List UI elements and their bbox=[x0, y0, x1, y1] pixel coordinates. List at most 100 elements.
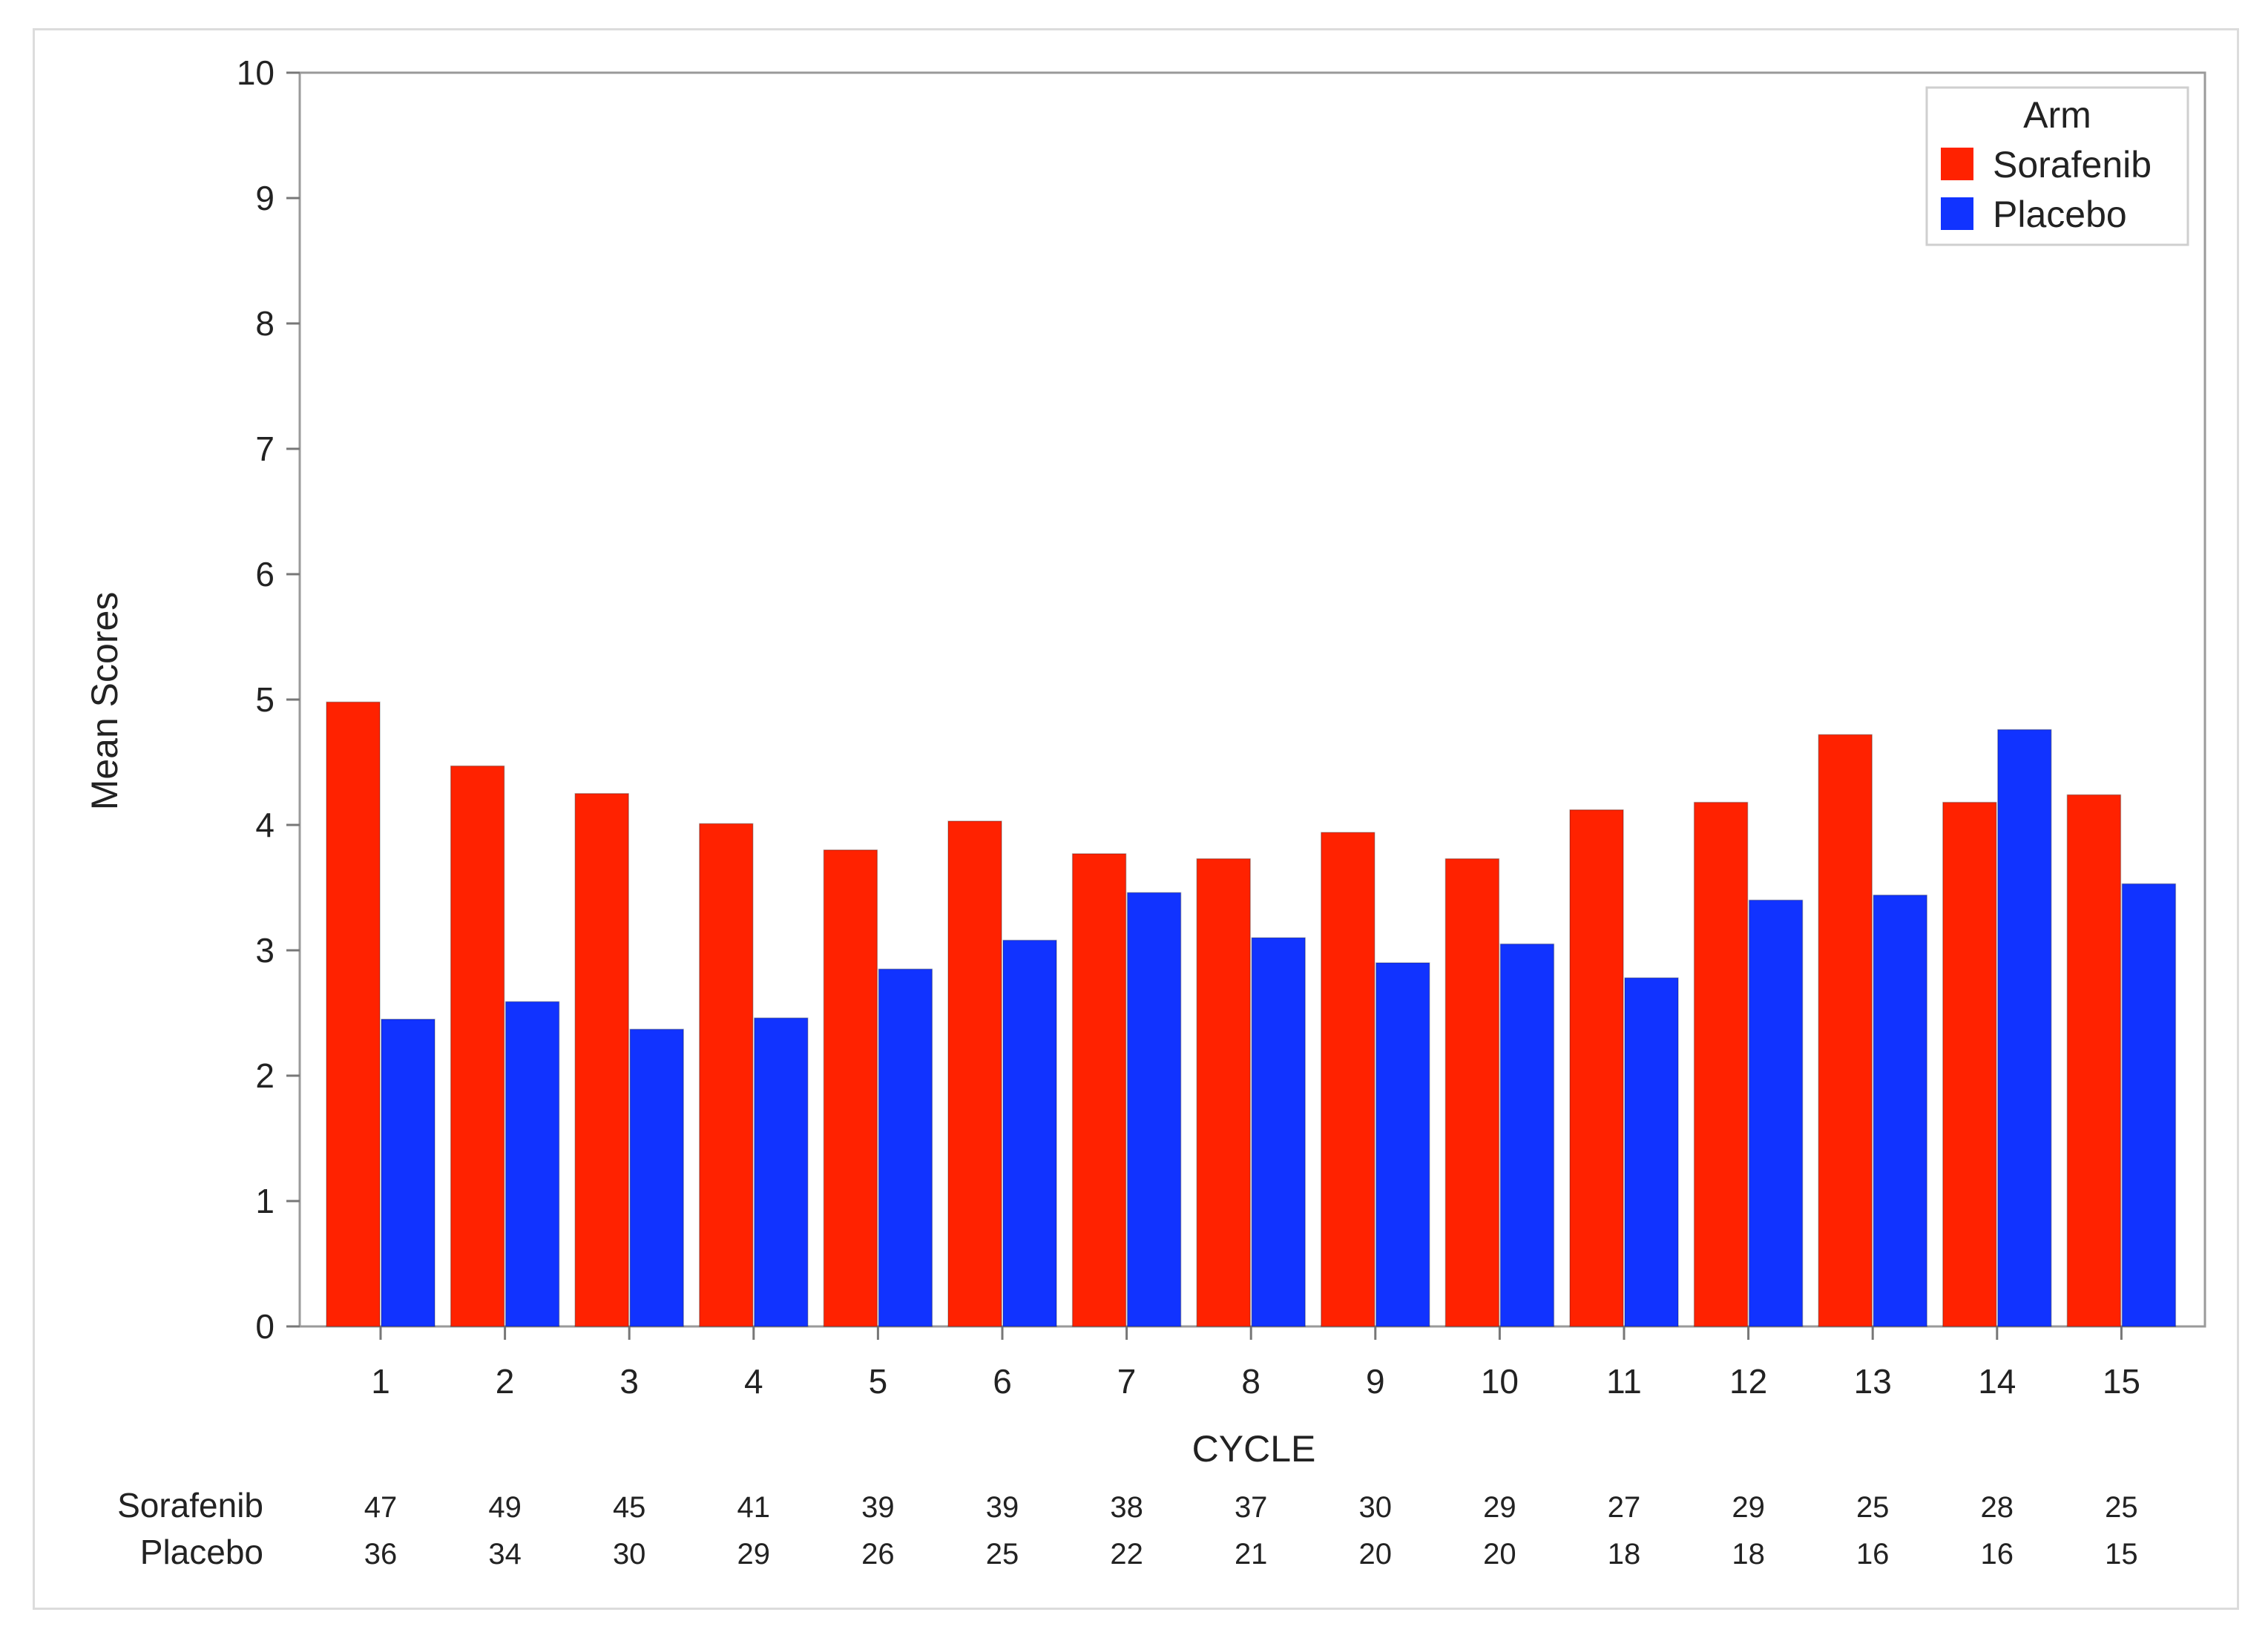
chart-frame bbox=[33, 28, 2239, 1610]
bar-sorafenib-cycle-3 bbox=[574, 793, 629, 1327]
bar-placebo-cycle-10 bbox=[1499, 943, 1555, 1327]
bar-placebo-cycle-8 bbox=[1251, 937, 1306, 1327]
x-tick-label: 4 bbox=[744, 1362, 763, 1401]
bar-sorafenib-cycle-2 bbox=[450, 765, 505, 1327]
bar-sorafenib-cycle-9 bbox=[1321, 832, 1375, 1327]
y-tick-label: 0 bbox=[255, 1307, 275, 1346]
bar-sorafenib-cycle-13 bbox=[1818, 734, 1873, 1327]
bar-placebo-cycle-9 bbox=[1375, 962, 1430, 1327]
x-tick-label: 10 bbox=[1481, 1362, 1519, 1401]
y-tick-label: 4 bbox=[255, 806, 275, 844]
bar-placebo-cycle-2 bbox=[504, 1001, 560, 1327]
bar-placebo-cycle-4 bbox=[754, 1017, 809, 1327]
x-axis-label: CYCLE bbox=[1192, 1428, 1316, 1470]
x-tick-label: 6 bbox=[993, 1362, 1012, 1401]
y-tick-label: 7 bbox=[255, 430, 275, 468]
risk-table: Sorafenib 47 49 45 41 39 39 38 37 30 29 27 29 25 28 25 P… bbox=[117, 1486, 2138, 1571]
risk-count: 27 bbox=[1608, 1491, 1641, 1524]
risk-count: 39 bbox=[986, 1491, 1019, 1524]
risk-count: 26 bbox=[861, 1538, 895, 1570]
risk-count: 34 bbox=[488, 1538, 522, 1570]
risk-count: 36 bbox=[364, 1538, 398, 1570]
risk-count: 29 bbox=[737, 1538, 771, 1570]
x-tick-label: 11 bbox=[1606, 1362, 1642, 1401]
risk-count: 25 bbox=[1856, 1491, 1890, 1524]
x-tick-label: 12 bbox=[1729, 1362, 1767, 1401]
risk-count: 30 bbox=[1359, 1491, 1393, 1524]
bar-placebo-cycle-14 bbox=[1997, 728, 2052, 1327]
bar-sorafenib-cycle-12 bbox=[1693, 801, 1749, 1327]
legend-title: Arm bbox=[2023, 94, 2091, 136]
risk-count: 39 bbox=[861, 1491, 895, 1524]
bar-placebo-cycle-1 bbox=[381, 1019, 435, 1327]
bar-placebo-cycle-6 bbox=[1002, 939, 1057, 1327]
bars-layer bbox=[326, 701, 2177, 1327]
x-tick-label: 9 bbox=[1366, 1362, 1385, 1401]
risk-count: 38 bbox=[1110, 1491, 1143, 1524]
risk-count: 41 bbox=[737, 1491, 771, 1524]
risk-count: 30 bbox=[613, 1538, 646, 1570]
bar-placebo-cycle-5 bbox=[878, 968, 933, 1327]
x-tick-label: 8 bbox=[1241, 1362, 1260, 1401]
y-tick-label: 1 bbox=[255, 1182, 275, 1220]
risk-count: 28 bbox=[1981, 1491, 2014, 1524]
bar-sorafenib-cycle-8 bbox=[1196, 858, 1251, 1327]
bar-sorafenib-cycle-5 bbox=[823, 849, 878, 1327]
risk-count: 18 bbox=[1608, 1538, 1641, 1570]
y-tick-label: 9 bbox=[255, 179, 275, 217]
risk-count: 21 bbox=[1235, 1538, 1268, 1570]
x-tick-label: 13 bbox=[1854, 1362, 1892, 1401]
risk-row-label: Sorafenib bbox=[117, 1486, 263, 1524]
risk-count: 49 bbox=[488, 1491, 522, 1524]
y-tick-label: 6 bbox=[255, 555, 275, 593]
risk-count: 29 bbox=[1483, 1491, 1516, 1524]
x-tick-label: 14 bbox=[1978, 1362, 2016, 1401]
legend: Arm Sorafenib Placebo bbox=[1925, 86, 2189, 246]
x-tick-label: 7 bbox=[1117, 1362, 1137, 1401]
risk-count: 20 bbox=[1483, 1538, 1516, 1570]
legend-swatch-placebo bbox=[1941, 197, 1973, 230]
y-tick-label: 8 bbox=[255, 304, 275, 343]
risk-count: 25 bbox=[2105, 1491, 2138, 1524]
legend-label-placebo: Placebo bbox=[1993, 194, 2127, 235]
risk-row-label: Placebo bbox=[140, 1533, 263, 1571]
risk-count: 16 bbox=[1856, 1538, 1890, 1570]
x-tick-label: 15 bbox=[2103, 1362, 2140, 1401]
risk-count: 29 bbox=[1732, 1491, 1765, 1524]
bar-placebo-cycle-15 bbox=[2121, 883, 2177, 1327]
bar-sorafenib-cycle-4 bbox=[699, 823, 754, 1327]
bar-sorafenib-cycle-10 bbox=[1444, 858, 1500, 1327]
y-tick-label: 2 bbox=[255, 1056, 275, 1095]
risk-count: 37 bbox=[1235, 1491, 1268, 1524]
x-tick-label: 3 bbox=[619, 1362, 639, 1401]
x-tick-label: 2 bbox=[496, 1362, 515, 1401]
bar-sorafenib-cycle-6 bbox=[947, 820, 1002, 1327]
risk-count: 16 bbox=[1981, 1538, 2014, 1570]
bar-sorafenib-cycle-11 bbox=[1569, 809, 1624, 1327]
x-tick-label: 5 bbox=[869, 1362, 888, 1401]
y-tick-label: 5 bbox=[255, 680, 275, 719]
legend-swatch-sorafenib bbox=[1941, 148, 1973, 180]
risk-count: 20 bbox=[1359, 1538, 1393, 1570]
risk-count: 45 bbox=[613, 1491, 646, 1524]
risk-count: 22 bbox=[1110, 1538, 1143, 1570]
x-tick-label: 1 bbox=[371, 1362, 390, 1401]
bar-sorafenib-cycle-7 bbox=[1071, 853, 1127, 1327]
bar-sorafenib-cycle-14 bbox=[1942, 801, 1997, 1327]
bar-sorafenib-cycle-15 bbox=[2066, 794, 2122, 1327]
risk-count: 47 bbox=[364, 1491, 398, 1524]
y-tick-label: 3 bbox=[255, 931, 275, 970]
bar-placebo-cycle-13 bbox=[1873, 894, 1927, 1327]
bar-placebo-cycle-3 bbox=[629, 1028, 684, 1327]
y-tick-label: 10 bbox=[237, 53, 275, 92]
risk-count: 15 bbox=[2105, 1538, 2138, 1570]
bar-placebo-cycle-7 bbox=[1126, 892, 1182, 1327]
risk-count: 25 bbox=[986, 1538, 1019, 1570]
y-axis-label: Mean Scores bbox=[84, 592, 125, 811]
risk-count: 18 bbox=[1732, 1538, 1765, 1570]
bar-placebo-cycle-12 bbox=[1748, 899, 1804, 1327]
bar-placebo-cycle-11 bbox=[1624, 977, 1679, 1327]
bar-sorafenib-cycle-1 bbox=[326, 701, 381, 1327]
